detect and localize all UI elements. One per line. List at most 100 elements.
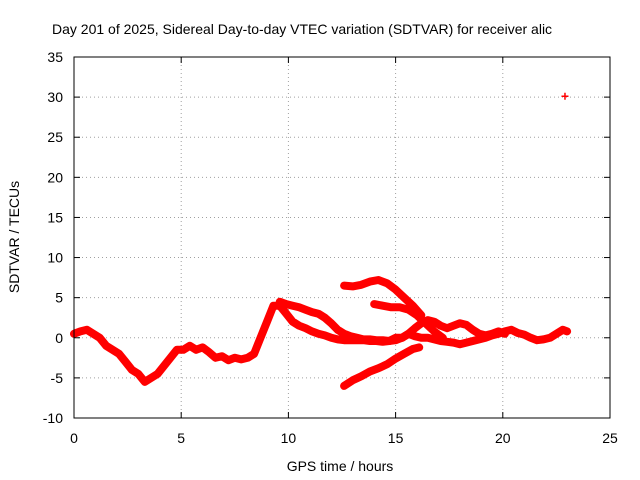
data-point bbox=[417, 334, 425, 342]
data-point bbox=[128, 366, 136, 374]
data-point bbox=[244, 354, 252, 362]
data-point bbox=[398, 334, 406, 342]
data-point bbox=[134, 370, 142, 378]
series-outlier bbox=[561, 92, 569, 100]
data-point bbox=[422, 319, 430, 327]
data-point bbox=[231, 354, 239, 362]
data-point bbox=[186, 342, 194, 350]
data-point bbox=[314, 310, 322, 318]
data-point bbox=[520, 331, 528, 339]
data-point bbox=[374, 276, 382, 284]
y-axis-label: SDTVAR / TECUs bbox=[6, 181, 22, 293]
data-point bbox=[552, 330, 560, 338]
data-point bbox=[347, 332, 355, 340]
data-point bbox=[321, 331, 329, 339]
data-point bbox=[76, 327, 84, 335]
data-layer bbox=[70, 92, 572, 390]
data-point bbox=[160, 362, 168, 370]
data-point bbox=[166, 354, 174, 362]
data-point bbox=[109, 346, 117, 354]
data-point bbox=[349, 376, 357, 384]
data-point bbox=[488, 330, 496, 338]
data-point bbox=[514, 329, 522, 337]
y-tick-label: 5 bbox=[55, 290, 63, 306]
data-point bbox=[456, 340, 464, 348]
tick-marks bbox=[73, 56, 611, 419]
grid-lines bbox=[74, 57, 610, 418]
y-tick-label: 20 bbox=[47, 169, 63, 185]
x-tick-label: 25 bbox=[602, 430, 618, 446]
data-point bbox=[507, 326, 515, 334]
data-point bbox=[462, 321, 470, 329]
data-point bbox=[179, 346, 187, 354]
data-point bbox=[383, 279, 391, 287]
data-point bbox=[121, 358, 129, 366]
data-point bbox=[340, 382, 348, 390]
data-point bbox=[212, 354, 220, 362]
data-point bbox=[250, 350, 258, 358]
y-tick-label: 10 bbox=[47, 250, 63, 266]
data-point bbox=[374, 364, 382, 372]
data-point bbox=[83, 326, 91, 334]
data-point bbox=[392, 286, 400, 294]
data-point bbox=[308, 308, 316, 316]
data-point bbox=[383, 360, 391, 368]
data-point bbox=[546, 334, 554, 342]
data-point bbox=[340, 330, 348, 338]
data-point bbox=[340, 282, 348, 290]
data-point bbox=[430, 327, 438, 335]
data-point bbox=[115, 350, 123, 358]
data-point bbox=[456, 319, 464, 327]
data-point bbox=[295, 303, 303, 311]
data-point bbox=[199, 343, 207, 351]
data-point bbox=[321, 314, 329, 322]
data-point bbox=[437, 322, 445, 330]
data-point bbox=[269, 302, 277, 310]
data-point bbox=[289, 318, 297, 326]
data-point bbox=[424, 334, 432, 342]
data-point bbox=[276, 298, 284, 306]
series-secondary-trace bbox=[275, 297, 509, 345]
y-tick-label: 30 bbox=[47, 89, 63, 105]
data-point bbox=[385, 337, 393, 345]
y-tick-label: 0 bbox=[55, 330, 63, 346]
data-point bbox=[282, 300, 290, 308]
data-point bbox=[411, 332, 419, 340]
data-point bbox=[224, 356, 232, 364]
x-tick-label: 5 bbox=[177, 430, 185, 446]
x-tick-label: 0 bbox=[70, 430, 78, 446]
data-point bbox=[366, 335, 374, 343]
data-point bbox=[469, 326, 477, 334]
data-point bbox=[357, 281, 365, 289]
x-tick-label: 20 bbox=[495, 430, 511, 446]
data-point bbox=[379, 302, 387, 310]
data-point bbox=[462, 339, 470, 347]
data-point bbox=[289, 302, 297, 310]
series-lower-arc bbox=[340, 343, 424, 390]
tick-labels: 0 5 10 15 20 25 -10 -5 0 5 10 15 20 25 30 35 bbox=[43, 49, 618, 446]
data-point bbox=[404, 306, 412, 314]
data-point bbox=[495, 327, 503, 335]
data-point bbox=[400, 350, 408, 358]
y-tick-label: 15 bbox=[47, 209, 63, 225]
data-point bbox=[314, 330, 322, 338]
series-middle-arc bbox=[370, 300, 447, 342]
y-tick-label: -5 bbox=[51, 370, 64, 386]
data-point bbox=[334, 326, 342, 334]
data-point bbox=[257, 334, 265, 342]
data-point bbox=[372, 336, 380, 344]
data-point bbox=[295, 322, 303, 330]
data-point bbox=[96, 334, 104, 342]
data-point bbox=[302, 324, 310, 332]
y-tick-label: 35 bbox=[47, 49, 63, 65]
data-point bbox=[349, 282, 357, 290]
data-point bbox=[379, 336, 387, 344]
data-point bbox=[387, 303, 395, 311]
data-point bbox=[102, 342, 110, 350]
data-point bbox=[430, 318, 438, 326]
data-point bbox=[563, 327, 571, 335]
data-point bbox=[359, 335, 367, 343]
data-point bbox=[415, 343, 423, 351]
data-point bbox=[218, 352, 226, 360]
